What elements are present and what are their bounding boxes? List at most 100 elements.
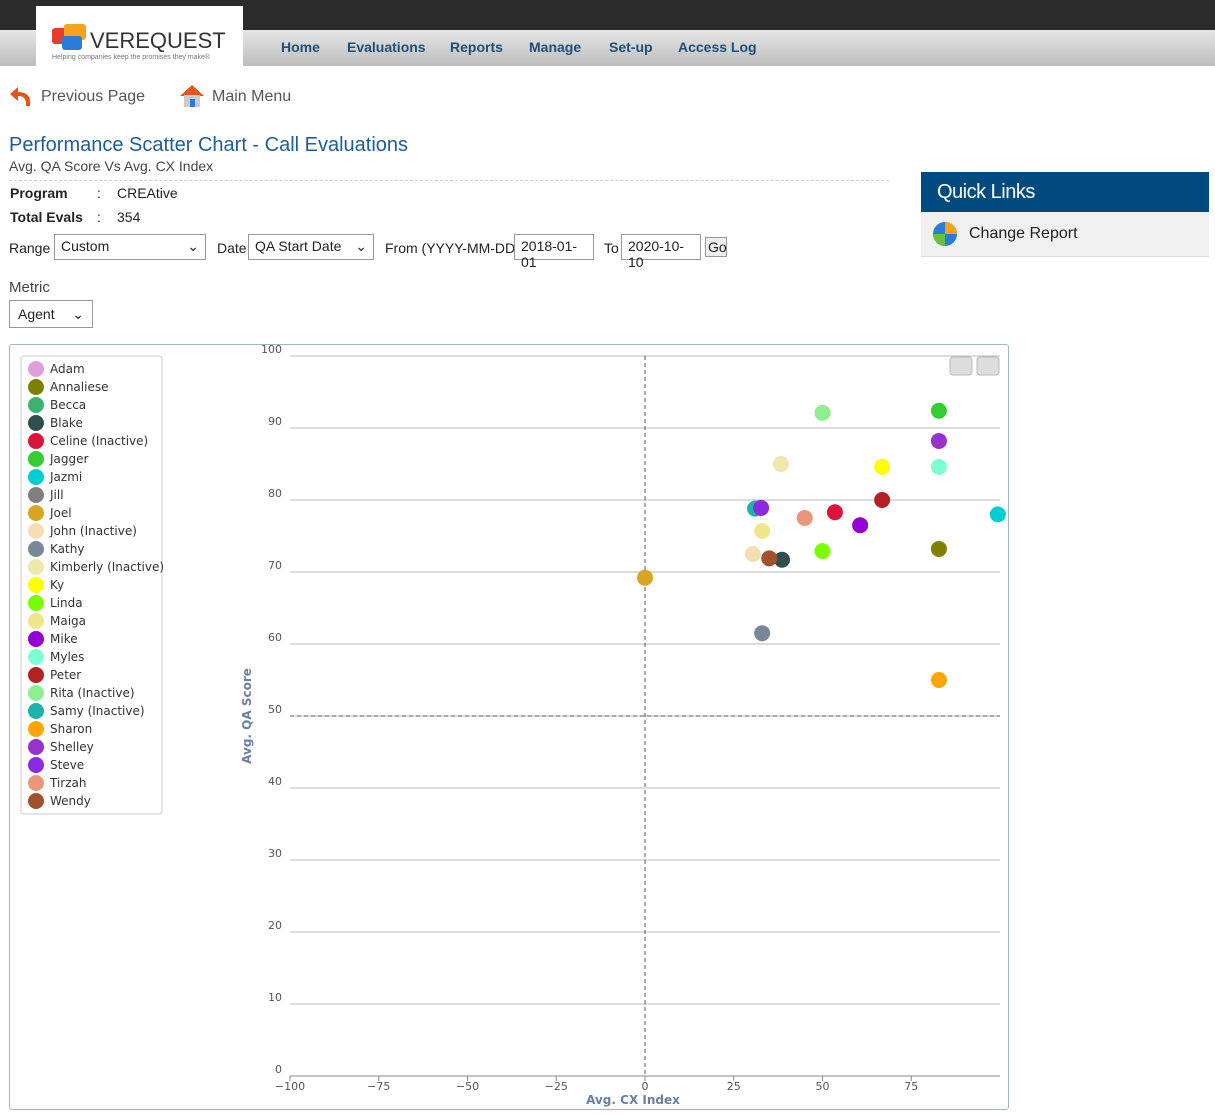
legend-label: Steve	[50, 758, 84, 772]
range-select[interactable]: Custom ⌄	[54, 234, 206, 260]
legend-swatch	[28, 559, 44, 575]
back-icon	[10, 87, 31, 106]
x-tick-label: −100	[275, 1080, 305, 1093]
quick-link-text: Change Report	[969, 225, 1078, 242]
x-tick-label: 25	[727, 1080, 741, 1093]
print-button[interactable]	[949, 356, 973, 376]
legend-swatch	[28, 721, 44, 737]
to-label: To	[604, 240, 619, 256]
legend-swatch	[28, 523, 44, 539]
quick-link[interactable]: Change Report	[921, 212, 1209, 257]
y-tick-label: 30	[268, 847, 282, 860]
legend-swatch	[28, 361, 44, 377]
legend-swatch	[28, 469, 44, 485]
legend-swatch	[28, 703, 44, 719]
download-button[interactable]	[976, 356, 1000, 376]
legend-swatch	[28, 757, 44, 773]
y-tick-label: 70	[268, 559, 282, 572]
nav-link[interactable]: Set-up	[609, 39, 653, 55]
to-input[interactable]: 2020-10-10	[621, 234, 701, 270]
point	[754, 625, 771, 642]
legend-swatch	[28, 487, 44, 503]
logo[interactable]: VEREQUEST Helping companies keep the pro…	[36, 6, 243, 68]
point	[774, 551, 791, 568]
legend-label: Shelley	[50, 740, 94, 754]
x-tick-label: 0	[642, 1080, 649, 1093]
legend-swatch	[28, 415, 44, 431]
metric-select[interactable]: Agent ⌄	[9, 300, 93, 328]
legend-label: Peter	[50, 668, 81, 682]
point	[930, 402, 947, 419]
quick-links-title: Quick Links	[937, 181, 1035, 203]
point	[744, 546, 761, 562]
legend-swatch	[28, 595, 44, 611]
x-axis-label: Avg. CX Index	[586, 1093, 680, 1107]
nav-link[interactable]: Evaluations	[347, 39, 426, 55]
chart: 0 10 20 30 40 50 60 70 80 90 100 −100 −75 −50 −25 0 25 50…	[9, 344, 1009, 1110]
y-tick-label: 20	[268, 919, 282, 932]
quick-links-header: Quick Links	[921, 172, 1209, 212]
range-label: Range	[9, 240, 51, 256]
legend-label: Linda	[50, 596, 83, 610]
y-tick-label: 0	[275, 1063, 282, 1076]
legend-swatch	[28, 775, 44, 791]
legend-swatch	[28, 667, 44, 683]
report-title: Performance Scatter Chart - Call Evaluat…	[9, 134, 409, 156]
legend-swatch	[28, 685, 44, 701]
main-menu-link[interactable]: Main Menu	[212, 88, 292, 105]
x-tick-label: −50	[456, 1080, 479, 1093]
point	[989, 506, 1006, 523]
legend-swatch	[28, 793, 44, 809]
y-tick-label: 50	[268, 703, 282, 716]
nav-link[interactable]: Manage	[529, 39, 582, 55]
legend-swatch	[28, 577, 44, 593]
point	[930, 458, 947, 475]
point	[852, 517, 869, 534]
legend-label: Rita (Inactive)	[50, 686, 135, 700]
x-tick-label: 75	[904, 1080, 918, 1093]
legend-box	[20, 355, 163, 815]
metric-label: Metric	[9, 279, 50, 296]
legend-label: Wendy	[50, 794, 91, 808]
field-label: Total Evals	[10, 209, 83, 225]
point	[814, 543, 831, 560]
legend-swatch	[28, 631, 44, 647]
previous-page-link[interactable]: Previous Page	[41, 88, 146, 105]
field-label: Program	[10, 185, 68, 201]
select-value: Agent	[18, 306, 55, 322]
x-tick-label: −75	[367, 1080, 390, 1093]
logo-text: VEREQUEST	[90, 28, 226, 53]
legend-label: Myles	[50, 650, 84, 664]
field-value: 354	[117, 209, 141, 225]
report-icon	[933, 222, 957, 246]
legend-label: Ky	[50, 578, 64, 592]
from-input[interactable]: 2018-01-01	[514, 234, 594, 270]
point	[637, 569, 653, 586]
y-tick-label: 10	[268, 991, 282, 1004]
point	[754, 522, 771, 539]
from-label: From (YYYY-MM-DD)	[385, 240, 520, 256]
point	[930, 672, 947, 688]
legend-swatch	[28, 739, 44, 755]
legend-label: Maiga	[50, 614, 86, 628]
legend-label: Blake	[50, 416, 83, 430]
legend-label: Jazmi	[49, 470, 82, 484]
date-select[interactable]: QA Start Date ⌄	[248, 234, 374, 260]
legend-swatch	[28, 541, 44, 557]
date-label: Date	[217, 240, 247, 256]
nav-link[interactable]: Home	[281, 39, 320, 55]
point	[814, 404, 831, 421]
x-tick-label: 50	[816, 1080, 830, 1093]
point	[826, 504, 843, 521]
y-tick-label: 80	[268, 487, 282, 500]
nav-link[interactable]: Access Log	[678, 39, 757, 55]
y-tick-label: 100	[261, 344, 282, 356]
colon: :	[97, 209, 101, 225]
nav-link[interactable]: Reports	[450, 39, 503, 55]
legend-label: Adam	[50, 362, 85, 376]
field-value: CREAtive	[117, 185, 178, 201]
legend-label: Joel	[49, 506, 72, 520]
point	[753, 499, 770, 516]
select-value: Custom	[61, 238, 110, 254]
go-button[interactable]: Go	[705, 237, 727, 257]
